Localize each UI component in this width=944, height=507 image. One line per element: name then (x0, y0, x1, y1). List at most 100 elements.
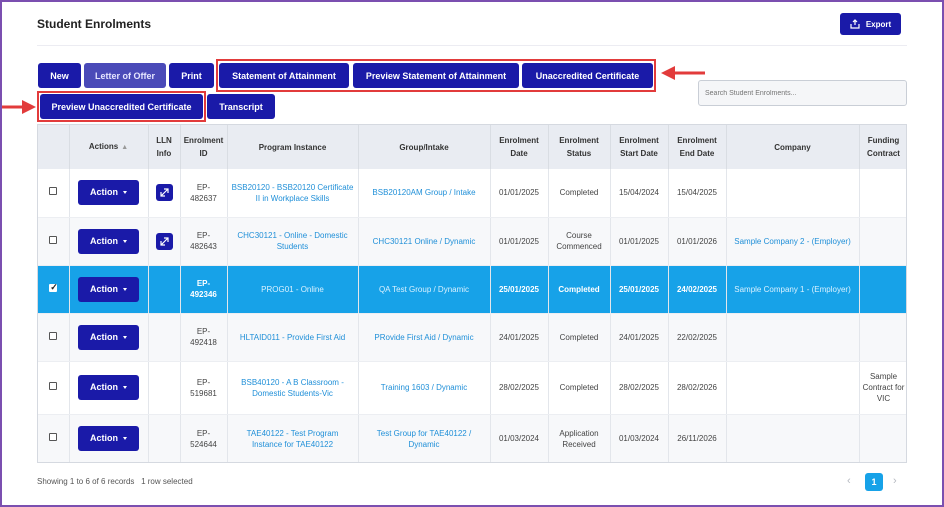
group-intake-link[interactable]: CHC30121 Online / Dynamic (372, 236, 476, 246)
column-header-actions[interactable]: Actions ▲ (69, 125, 149, 169)
column-header-select (38, 125, 70, 169)
table-row[interactable]: Action EP-524644 TAE40122 - Test Program I… (38, 414, 906, 462)
selection-count: 1 row selected (141, 477, 193, 486)
table-row[interactable]: Action EP-482643 CHC30121 - Online - Domes… (38, 217, 906, 266)
enrolment-status: Completed (548, 361, 611, 415)
column-header-end-date[interactable]: Enrolment End Date (668, 125, 727, 169)
enrolment-end-date: 24/02/2025 (668, 265, 727, 314)
program-instance-link[interactable]: CHC30121 - Online - Domestic Students (237, 231, 348, 251)
row-action-button[interactable]: Action (78, 180, 139, 206)
group-intake-link[interactable]: Test Group for TAE40122 / Dynamic (376, 428, 472, 449)
column-header-program-instance[interactable]: Program Instance (227, 125, 359, 169)
statement-of-attainment-button[interactable]: Statement of Attainment (219, 63, 349, 88)
new-button[interactable]: New (38, 63, 81, 88)
enrolment-start-date: 25/01/2025 (610, 265, 669, 314)
funding-contract (859, 265, 906, 314)
letter-of-offer-button[interactable]: Letter of Offer (84, 63, 166, 88)
action-label: Action (90, 382, 118, 392)
row-checkbox[interactable] (49, 331, 58, 340)
program-instance-link[interactable]: PROG01 - Online (261, 284, 324, 294)
caret-down-icon (123, 335, 127, 339)
row-checkbox[interactable] (49, 382, 58, 390)
transcript-button[interactable]: Transcript (207, 94, 275, 119)
export-label: Export (865, 19, 892, 29)
highlight-box (216, 59, 656, 92)
enrolment-date: 01/01/2025 (490, 169, 549, 218)
pagination-next-icon[interactable]: › (893, 475, 897, 487)
enrolment-date: 24/01/2025 (490, 313, 549, 362)
column-header-start-date[interactable]: Enrolment Start Date (610, 125, 669, 169)
row-action-button[interactable]: Action (78, 324, 139, 350)
divider (37, 45, 907, 46)
export-button[interactable]: Export (840, 13, 901, 35)
enrolment-status: Completed (548, 265, 611, 314)
row-checkbox[interactable] (49, 187, 58, 196)
enrolment-status: Completed (548, 313, 611, 362)
table-header-row: Actions ▲ LLN Info Enrolment ID Program I… (38, 125, 906, 169)
page-title: Student Enrolments (37, 17, 152, 31)
enrolment-start-date: 01/01/2025 (610, 217, 669, 266)
row-checkbox[interactable] (49, 282, 58, 293)
group-intake-link[interactable]: QA Test Group / Dynamic (378, 284, 470, 294)
row-action-button[interactable]: Action (78, 228, 139, 254)
lln-info-cell (148, 361, 181, 415)
lln-info-cell (148, 313, 181, 362)
row-action-button[interactable]: Action (78, 276, 139, 302)
company-link[interactable]: Sample Company 1 - (Employer) (734, 284, 851, 294)
table-row[interactable]: Action EP-492346 PROG01 - Online QA Test Gr… (38, 265, 906, 314)
print-button[interactable]: Print (169, 63, 214, 88)
table-footer: Showing 1 to 6 of 6 records 1 row select… (37, 477, 193, 486)
group-intake-link[interactable]: BSB20120AM Group / Intake (372, 188, 476, 198)
preview-statement-of-attainment-button[interactable]: Preview Statement of Attainment (353, 63, 519, 88)
column-header-lln-info[interactable]: LLN Info (148, 125, 181, 169)
row-action-button[interactable]: Action (78, 426, 139, 451)
enrolment-status: Course Commenced (548, 217, 611, 266)
enrolment-end-date: 22/02/2025 (668, 313, 727, 362)
expand-icon[interactable] (155, 184, 173, 202)
group-intake-link[interactable]: Training 1603 / Dynamic (380, 383, 468, 392)
column-header-enrolment-id[interactable]: Enrolment ID (180, 125, 228, 169)
enrolment-id: EP-492346 (180, 265, 228, 314)
callout-arrow-left-icon (661, 66, 705, 80)
action-label: Action (90, 187, 118, 198)
records-count: Showing 1 to 6 of 6 records (37, 477, 135, 486)
row-checkbox[interactable] (49, 235, 58, 244)
caret-down-icon (123, 287, 127, 291)
caret-down-icon (123, 191, 127, 195)
enrolments-table: Actions ▲ LLN Info Enrolment ID Program I… (37, 124, 907, 463)
column-header-group-intake[interactable]: Group/Intake (358, 125, 491, 169)
pagination-prev-icon[interactable]: ‹ (847, 475, 851, 487)
enrolment-id: EP-524644 (180, 414, 228, 462)
expand-icon[interactable] (155, 232, 173, 250)
preview-unaccredited-certificate-button[interactable]: Preview Unaccredited Certificate (40, 94, 203, 119)
enrolment-id: EP-482637 (180, 169, 228, 218)
company-link[interactable]: Sample Company 2 - (Employer) (734, 236, 851, 246)
action-label: Action (90, 283, 118, 294)
column-header-enrolment-date[interactable]: Enrolment Date (490, 125, 549, 169)
funding-contract (859, 217, 906, 266)
enrolment-date: 01/01/2025 (490, 217, 549, 266)
table-row[interactable]: Action EP-492418 HLTAID011 - Provide First… (38, 313, 906, 362)
enrolment-date: 25/01/2025 (490, 265, 549, 314)
group-intake-link[interactable]: PRovide First Aid / Dynamic (374, 332, 474, 342)
search-input[interactable] (698, 80, 907, 106)
program-instance-link[interactable]: BSB20120 - BSB20120 Certificate II in Wo… (231, 182, 354, 203)
table-row[interactable]: Action EP-519681 BSB40120 - A B Classroom … (38, 361, 906, 415)
program-instance-link[interactable]: TAE40122 - Test Program Instance for TAE… (246, 428, 339, 449)
unaccredited-certificate-button[interactable]: Unaccredited Certificate (522, 63, 653, 88)
row-action-button[interactable]: Action (78, 375, 139, 400)
table-row[interactable]: Action EP-482637 BSB20120 - BSB20120 Certi… (38, 169, 906, 218)
program-instance-link[interactable]: HLTAID011 - Provide First Aid (239, 332, 346, 342)
pagination-page[interactable]: 1 (865, 473, 883, 491)
column-header-company[interactable]: Company (726, 125, 860, 169)
caret-down-icon (123, 239, 127, 243)
enrolment-date: 01/03/2024 (490, 414, 549, 462)
column-header-enrolment-status[interactable]: Enrolment Status (548, 125, 611, 169)
lln-info-cell (148, 414, 181, 462)
action-label: Action (90, 235, 118, 246)
program-instance-link[interactable]: BSB40120 - A B Classroom - Domestic Stud… (241, 377, 344, 398)
lln-info-cell (148, 217, 181, 266)
row-checkbox[interactable] (49, 433, 58, 441)
column-header-funding-contract[interactable]: Funding Contract (859, 125, 906, 169)
